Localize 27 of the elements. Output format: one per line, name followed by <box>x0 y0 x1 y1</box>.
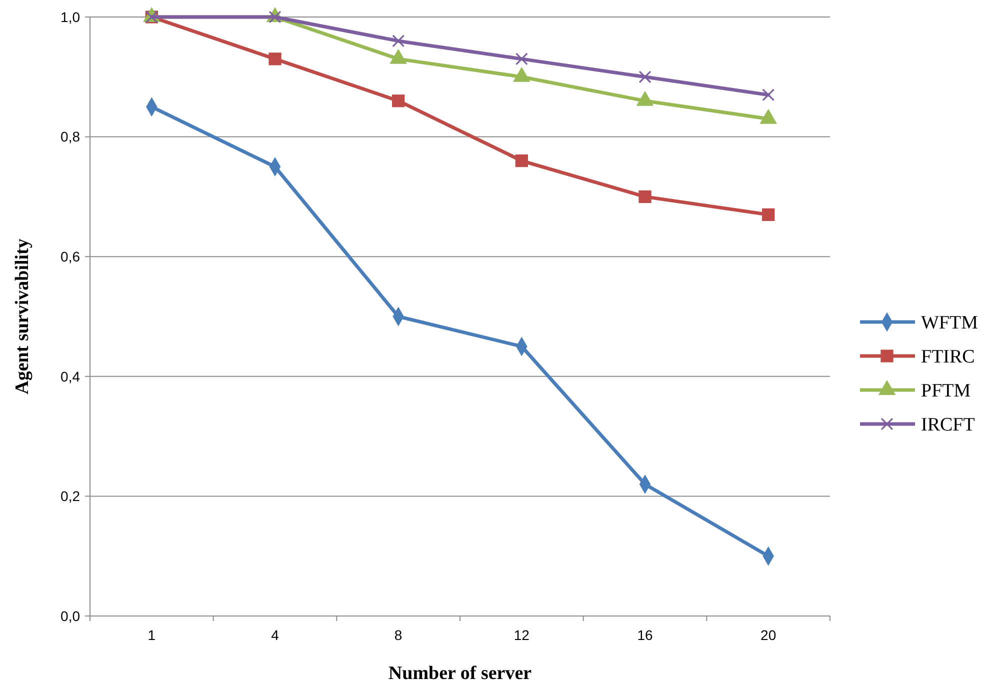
point <box>762 208 775 221</box>
y-tick-label: 0,0 <box>60 608 80 624</box>
point <box>515 154 528 168</box>
x-tick-label: 20 <box>760 627 776 643</box>
y-tick-label: 1,0 <box>60 8 80 25</box>
y-tick-label: 0,4 <box>60 368 80 384</box>
x-tick-label: 12 <box>514 627 530 643</box>
point <box>638 190 652 204</box>
x-axis-title: Number of server <box>388 663 532 684</box>
legend-label: IRCFT <box>921 414 976 436</box>
y-tick-label: 0,2 <box>60 488 80 504</box>
x-tick-label: 16 <box>637 627 653 643</box>
point <box>638 70 652 84</box>
point <box>392 94 405 108</box>
y-tick-label: 0,8 <box>60 128 80 145</box>
y-tick-label: 0,6 <box>60 248 80 264</box>
point <box>515 52 528 66</box>
point <box>268 52 282 66</box>
point <box>762 88 775 102</box>
point <box>392 34 405 48</box>
legend-label: PFTM <box>921 380 971 402</box>
legend-label: WFTM <box>921 312 978 334</box>
x-tick-label: 1 <box>148 627 156 643</box>
x-tick-label: 8 <box>394 627 402 643</box>
x-tick-label: 4 <box>271 627 280 643</box>
legend-label: FTIRC <box>921 346 975 368</box>
y-axis-title: Agent survivability <box>12 238 33 394</box>
